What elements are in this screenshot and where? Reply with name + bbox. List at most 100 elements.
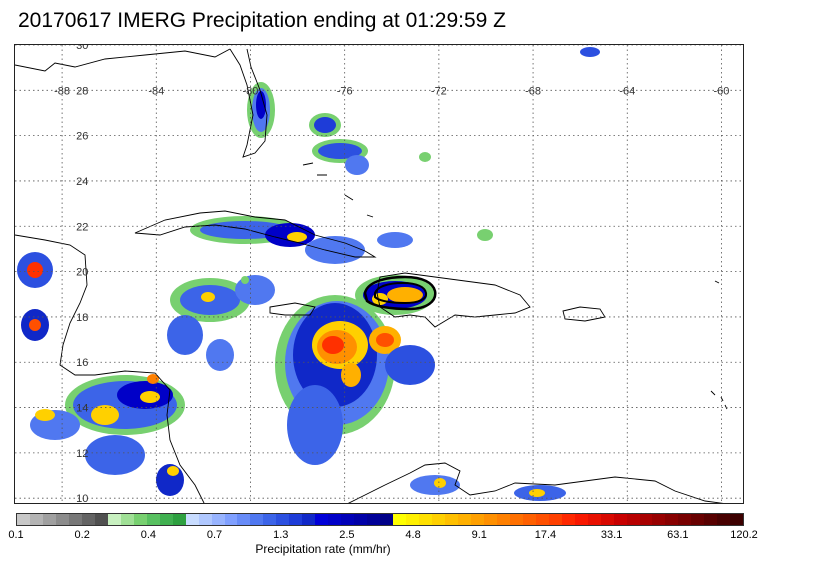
colorbar-swatch — [509, 514, 523, 525]
colorbar-tick-label: 63.1 — [667, 529, 689, 541]
colorbar-tick-label: 9.1 — [471, 529, 487, 541]
central-america-coast — [15, 234, 205, 503]
bahamas-coast — [302, 162, 374, 218]
lat-label: 20 — [76, 267, 88, 279]
lat-label: 16 — [76, 357, 88, 369]
precip-cell — [419, 152, 431, 162]
colorbar-swatch — [717, 514, 731, 525]
precip-cell — [235, 275, 275, 305]
precipitation-colorbar — [16, 513, 744, 526]
lat-label: 24 — [76, 176, 88, 188]
precip-cell — [241, 276, 249, 284]
colorbar-swatch — [730, 514, 744, 525]
lon-label: -84 — [148, 85, 164, 97]
precipitation-layer — [17, 47, 600, 501]
precip-cell — [35, 409, 55, 421]
lat-lon-labels: -88 -84 -80 -76 -72 -68 -64 -60 30 28 26 24 22 20 18 16… — [54, 45, 729, 504]
colorbar-swatch — [146, 514, 160, 525]
colorbar-swatch — [341, 514, 355, 525]
colorbar-swatch — [600, 514, 614, 525]
jamaica-coast — [269, 302, 316, 316]
colorbar-swatch — [68, 514, 82, 525]
lon-label: -60 — [713, 85, 729, 97]
colorbar-swatch — [444, 514, 458, 525]
map-canvas: -88 -84 -80 -76 -72 -68 -64 -60 30 28 26 24 22 20 18 16… — [15, 45, 743, 504]
precip-cell — [167, 315, 203, 355]
precip-cell — [434, 478, 446, 488]
precip-cell — [376, 333, 394, 347]
colorbar-swatch — [159, 514, 173, 525]
colorbar-swatch — [120, 514, 134, 525]
lat-label: 18 — [76, 312, 88, 324]
colorbar-swatch — [665, 514, 679, 525]
colorbar-swatch — [380, 514, 394, 525]
precip-cell — [27, 262, 43, 278]
colorbar-swatch — [185, 514, 199, 525]
colorbar-tick-label: 0.1 — [8, 529, 24, 541]
colorbar-swatch — [406, 514, 420, 525]
precip-cell — [387, 287, 423, 303]
lat-lon-grid — [15, 45, 743, 503]
colorbar-tick-label: 0.2 — [74, 529, 90, 541]
colorbar-swatch — [587, 514, 601, 525]
lat-label: 28 — [76, 85, 88, 97]
colorbar-swatch — [678, 514, 692, 525]
precip-cell — [287, 385, 343, 465]
lat-label: 30 — [76, 45, 88, 52]
precip-cell — [314, 117, 336, 133]
colorbar-tick-label: 33.1 — [600, 529, 623, 541]
lon-label: -72 — [431, 85, 447, 97]
colorbar-swatch — [457, 514, 471, 525]
colorbar-swatch — [393, 514, 407, 525]
colorbar-swatch — [55, 514, 69, 525]
colorbar-swatch — [42, 514, 56, 525]
precip-cell — [580, 47, 600, 57]
precip-cell — [318, 143, 362, 159]
heavy-rain-contour-inner — [374, 281, 428, 305]
colorbar-swatch — [496, 514, 510, 525]
colorbar-swatch — [470, 514, 484, 525]
lon-label: -64 — [619, 85, 635, 97]
colorbar-swatch — [224, 514, 238, 525]
colorbar-swatch — [198, 514, 212, 525]
precip-cell — [341, 363, 361, 387]
colorbar-swatch — [237, 514, 251, 525]
colorbar-swatch — [17, 514, 30, 525]
puerto-rico-coast — [562, 306, 606, 322]
colorbar-swatch — [263, 514, 277, 525]
lon-label: -80 — [243, 85, 259, 97]
florida-coast — [15, 48, 268, 158]
colorbar-swatch — [276, 514, 290, 525]
colorbar-swatch — [94, 514, 108, 525]
colorbar-swatch — [354, 514, 368, 525]
colorbar-swatch — [483, 514, 497, 525]
colorbar-swatch — [172, 514, 186, 525]
colorbar-swatch — [133, 514, 147, 525]
south-america-coast — [347, 462, 724, 503]
precipitation-map[interactable]: -88 -84 -80 -76 -72 -68 -64 -60 30 28 26 24 22 20 18 16… — [14, 44, 744, 504]
colorbar-swatch — [432, 514, 445, 525]
colorbar-swatch — [289, 514, 303, 525]
colorbar-tick-label: 0.4 — [140, 529, 157, 541]
colorbar-title: Precipitation rate (mm/hr) — [255, 542, 391, 556]
precip-cell — [147, 374, 159, 384]
colorbar-swatch — [328, 514, 342, 525]
colorbar-swatch — [704, 514, 718, 525]
colorbar-swatch — [367, 514, 381, 525]
precip-cell — [529, 489, 545, 497]
colorbar-swatch — [548, 514, 562, 525]
precip-cell — [29, 319, 41, 331]
precip-cell — [322, 336, 344, 354]
precip-cell — [256, 91, 266, 119]
colorbar-tick-label: 1.3 — [273, 529, 289, 541]
colorbar-swatch — [626, 514, 640, 525]
lat-label: 14 — [76, 403, 88, 415]
precip-cell — [206, 339, 234, 371]
colorbar-swatch — [315, 514, 329, 525]
precip-cell — [91, 405, 119, 425]
cuba-coast — [134, 210, 377, 258]
lat-label: 10 — [76, 493, 88, 504]
colorbar-swatch — [302, 514, 316, 525]
lon-label: -76 — [337, 85, 353, 97]
colorbar-swatch — [535, 514, 549, 525]
